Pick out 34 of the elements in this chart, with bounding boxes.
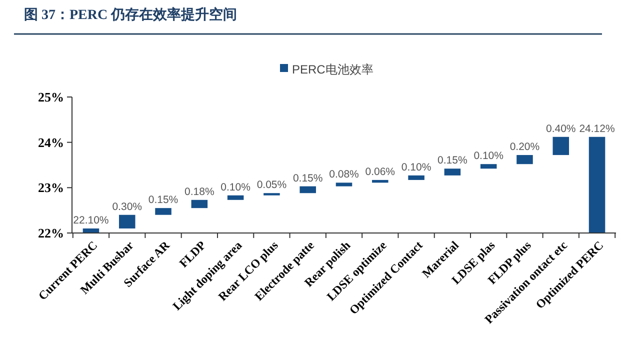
data-label: 0.06% <box>365 166 396 178</box>
data-label: 22.10% <box>73 214 109 226</box>
bar <box>372 180 388 183</box>
bar <box>444 168 461 176</box>
data-label: 0.30% <box>112 200 142 213</box>
data-label: 0.15% <box>438 154 468 167</box>
data-label: 0.15% <box>148 194 178 206</box>
data-label: 0.08% <box>329 168 359 181</box>
bar <box>118 214 136 228</box>
bar <box>588 136 606 233</box>
data-label: 0.18% <box>184 186 214 198</box>
data-label: 24.12% <box>579 122 615 135</box>
bar <box>191 200 208 208</box>
bar <box>552 136 570 156</box>
legend-label: PERC电池效率 <box>292 62 374 77</box>
data-label: 0.20% <box>510 141 540 154</box>
bar <box>155 208 172 215</box>
y-tick-label: 23% <box>38 180 64 196</box>
data-label: 0.15% <box>292 172 323 184</box>
bar <box>300 186 316 194</box>
bar <box>227 195 244 200</box>
data-label: 0.05% <box>256 179 287 192</box>
y-tick-label: 24% <box>38 134 64 150</box>
data-label: 0.10% <box>474 150 504 162</box>
y-tick-label: 22% <box>38 226 64 241</box>
data-label: 0.10% <box>401 161 432 174</box>
bar <box>516 155 533 164</box>
chart-title: 图 37：PERC 仍存在效率提升空间 <box>24 6 238 23</box>
bar <box>408 175 424 180</box>
bar <box>480 164 497 169</box>
data-label: 0.10% <box>220 181 250 194</box>
y-tick-label: 25% <box>38 90 64 105</box>
data-label: 0.40% <box>546 122 576 135</box>
bar <box>336 182 352 186</box>
